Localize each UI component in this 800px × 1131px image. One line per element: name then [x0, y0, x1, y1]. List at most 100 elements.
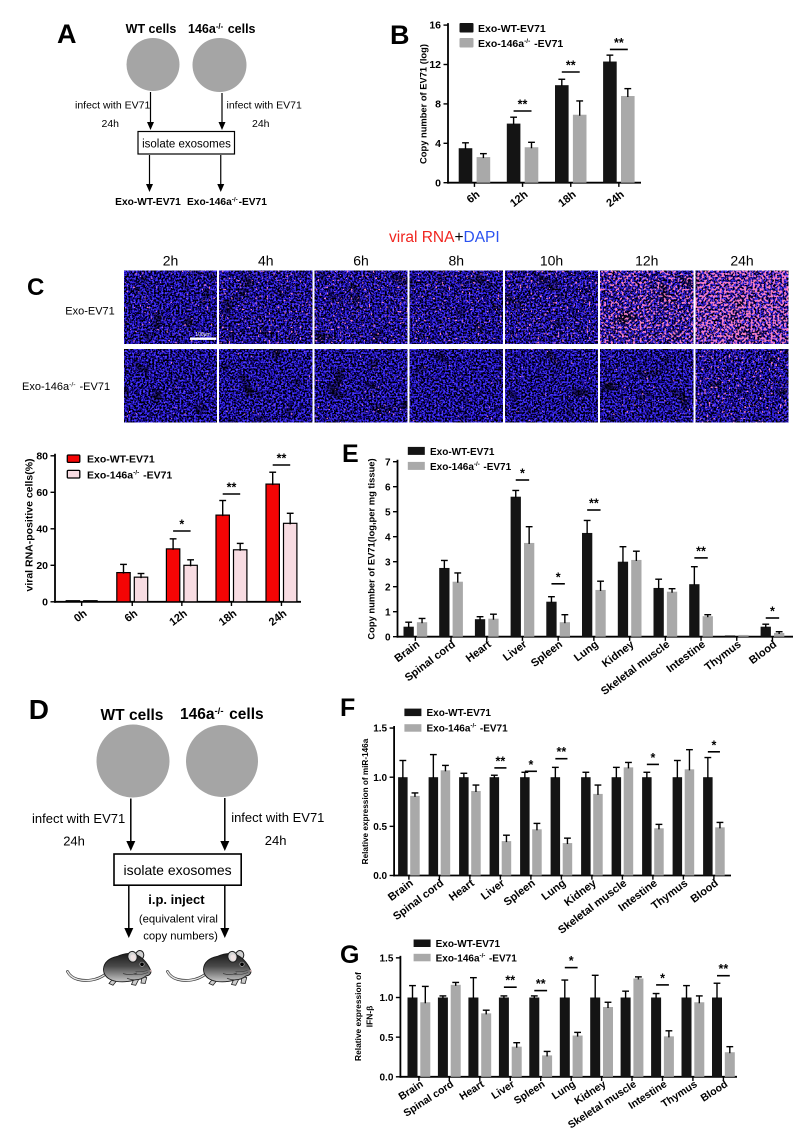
svg-text:*: *	[650, 751, 655, 765]
svg-text:18h: 18h	[556, 188, 579, 209]
svg-text:24h: 24h	[252, 118, 270, 130]
svg-text:D: D	[29, 694, 49, 725]
svg-text:Exo-146a-/- -EV71: Exo-146a-/- -EV71	[22, 381, 110, 393]
svg-text:6: 6	[385, 482, 391, 493]
svg-text:infect with EV71: infect with EV71	[75, 100, 150, 112]
svg-text:1.0: 1.0	[379, 993, 393, 1004]
svg-text:**: **	[536, 977, 546, 991]
svg-text:*: *	[660, 971, 665, 985]
svg-text:**: **	[227, 481, 237, 495]
svg-text:4: 4	[435, 138, 441, 150]
svg-text:40: 40	[36, 523, 48, 535]
svg-text:(equivalent viral: (equivalent viral	[139, 914, 218, 926]
svg-text:0: 0	[435, 177, 441, 189]
svg-text:24h: 24h	[730, 253, 753, 269]
svg-text:16: 16	[429, 20, 441, 32]
svg-text:A: A	[57, 19, 77, 49]
svg-text:viral RNA+DAPI: viral RNA+DAPI	[389, 229, 500, 246]
svg-text:24h: 24h	[63, 834, 85, 849]
svg-text:Liver: Liver	[501, 638, 530, 664]
svg-text:12h: 12h	[635, 253, 658, 269]
svg-text:infect with EV71: infect with EV71	[231, 810, 324, 825]
svg-text:Relative expression of miR-146: Relative expression of miR-146a	[361, 738, 370, 864]
svg-text:C: C	[27, 274, 44, 301]
svg-text:80: 80	[36, 450, 48, 462]
svg-text:0.5: 0.5	[379, 1033, 393, 1044]
svg-text:0.5: 0.5	[373, 822, 387, 833]
svg-text:Exo-146a-/- -EV71: Exo-146a-/- -EV71	[478, 38, 563, 50]
svg-text:WT cells: WT cells	[126, 22, 177, 36]
svg-text:Relative expression of: Relative expression of	[353, 972, 363, 1061]
svg-text:*: *	[569, 954, 574, 968]
svg-text:6h: 6h	[465, 188, 483, 206]
svg-text:**: **	[589, 497, 599, 511]
svg-text:0.0: 0.0	[379, 1072, 393, 1083]
svg-text:60: 60	[36, 487, 48, 499]
svg-text:*: *	[711, 738, 716, 752]
svg-text:isolate exosomes: isolate exosomes	[142, 139, 231, 151]
svg-text:8h: 8h	[448, 253, 464, 269]
svg-text:Exo-146a-/- -EV71: Exo-146a-/- -EV71	[430, 461, 512, 473]
svg-text:E: E	[342, 440, 359, 468]
svg-text:3: 3	[385, 557, 391, 568]
svg-text:G: G	[340, 941, 359, 969]
svg-text:infect with EV71: infect with EV71	[227, 100, 302, 112]
svg-text:**: **	[719, 962, 729, 976]
svg-text:4h: 4h	[258, 253, 274, 269]
svg-text:Blood: Blood	[747, 639, 779, 667]
svg-text:F: F	[340, 694, 355, 722]
svg-text:*: *	[556, 570, 561, 584]
svg-text:**: **	[496, 754, 506, 768]
svg-text:Copy number of EV71(log,per mg: Copy number of EV71(log,per mg tissue)	[366, 458, 377, 639]
svg-text:**: **	[566, 59, 576, 73]
svg-text:Exo-146a-/- -EV71: Exo-146a-/- -EV71	[427, 723, 509, 735]
svg-text:WT cells: WT cells	[101, 707, 164, 724]
svg-text:24h: 24h	[267, 607, 290, 628]
svg-text:2h: 2h	[163, 253, 179, 269]
svg-text:18h: 18h	[217, 607, 240, 628]
svg-text:Heart: Heart	[464, 638, 494, 665]
svg-text:146a-/- cells: 146a-/- cells	[180, 706, 264, 723]
svg-text:0h: 0h	[72, 607, 90, 624]
svg-text:1.5: 1.5	[373, 724, 387, 735]
svg-text:**: **	[696, 544, 706, 558]
svg-text:7: 7	[385, 457, 391, 468]
svg-text:8: 8	[435, 99, 441, 111]
svg-text:Thymus: Thymus	[703, 639, 744, 674]
svg-text:24h: 24h	[102, 118, 120, 130]
svg-text:12h: 12h	[508, 188, 531, 209]
svg-text:IFN-β: IFN-β	[365, 1006, 375, 1027]
svg-text:Blood: Blood	[699, 1078, 730, 1104]
svg-text:0.0: 0.0	[373, 871, 387, 882]
svg-text:Heart: Heart	[447, 877, 477, 904]
svg-text:Exo-146a-/- -EV71: Exo-146a-/- -EV71	[187, 197, 267, 209]
svg-text:Exo-WT-EV71: Exo-WT-EV71	[87, 454, 155, 466]
svg-text:1: 1	[385, 607, 391, 618]
svg-text:1.5: 1.5	[379, 953, 393, 964]
svg-text:Intestine: Intestine	[665, 639, 708, 676]
svg-text:**: **	[277, 452, 287, 466]
svg-text:**: **	[614, 36, 624, 50]
svg-text:2: 2	[385, 582, 391, 593]
svg-text:*: *	[179, 518, 184, 532]
svg-text:Spleen: Spleen	[529, 638, 565, 669]
svg-text:6h: 6h	[353, 253, 369, 269]
svg-text:1.0: 1.0	[373, 773, 387, 784]
svg-text:Exo-WT-EV71: Exo-WT-EV71	[427, 708, 492, 719]
svg-text:24h: 24h	[604, 188, 627, 209]
svg-text:10h: 10h	[540, 253, 563, 269]
svg-text:isolate exosomes: isolate exosomes	[124, 862, 232, 878]
svg-text:4: 4	[385, 532, 391, 543]
svg-text:Spleen: Spleen	[512, 1078, 547, 1107]
svg-text:Exo-EV71: Exo-EV71	[65, 306, 115, 318]
svg-text:Lung: Lung	[572, 639, 601, 665]
svg-text:6h: 6h	[123, 607, 141, 624]
svg-text:Exo-WT-EV71: Exo-WT-EV71	[430, 447, 495, 458]
svg-text:Exo-146a-/- -EV71: Exo-146a-/- -EV71	[436, 952, 518, 964]
svg-text:B: B	[390, 20, 410, 50]
svg-text:100μm: 100μm	[195, 332, 210, 338]
svg-text:**: **	[557, 745, 567, 759]
svg-text:Copy number of EV71 (log): Copy number of EV71 (log)	[419, 44, 429, 164]
svg-text:Spleen: Spleen	[502, 877, 538, 908]
svg-text:Exo-WT-EV71: Exo-WT-EV71	[436, 939, 501, 950]
